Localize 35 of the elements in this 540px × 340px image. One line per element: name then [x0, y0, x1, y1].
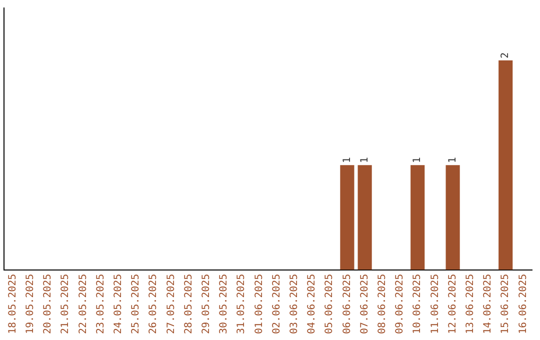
- x-tick-label: 24.05.2025: [112, 274, 124, 334]
- x-tick-label: 01.06.2025: [254, 274, 265, 334]
- x-tick-label: 28.05.2025: [183, 274, 194, 334]
- x-tick-label: 14.06.2025: [482, 274, 494, 334]
- data-label: 1: [447, 157, 458, 164]
- x-tick-label: 25.05.2025: [130, 274, 142, 334]
- x-tick-label: 08.06.2025: [376, 274, 388, 334]
- x-tick-label: 06.06.2025: [342, 274, 353, 334]
- data-label: 2: [500, 52, 512, 58]
- x-tick-label: 13.06.2025: [464, 274, 476, 334]
- x-tick-label: 10.06.2025: [412, 274, 424, 334]
- x-tick-label: 15.06.2025: [500, 274, 512, 334]
- data-label: 1: [412, 157, 424, 164]
- x-tick-label: 29.05.2025: [200, 274, 212, 334]
- x-tick-label: 22.05.2025: [78, 274, 89, 334]
- x-tick-label: 23.05.2025: [95, 274, 106, 334]
- x-tick-label: 03.06.2025: [288, 274, 300, 334]
- data-label: 1: [359, 157, 370, 164]
- x-tick-label: 21.05.2025: [60, 274, 72, 334]
- data-label: 1: [342, 157, 353, 164]
- x-tick-label: 11.06.2025: [430, 274, 441, 334]
- x-tick-label: 04.06.2025: [306, 274, 318, 334]
- x-tick-label: 20.05.2025: [42, 274, 54, 334]
- x-tick-label: 07.06.2025: [359, 274, 370, 334]
- x-tick-label: 02.06.2025: [271, 274, 282, 334]
- x-tick-label: 31.05.2025: [236, 274, 248, 334]
- x-tick-label: 30.05.2025: [218, 274, 230, 334]
- x-tick-label: 18.05.2025: [7, 274, 18, 334]
- x-tick-label: 26.05.2025: [148, 274, 160, 334]
- x-tick-label: 09.06.2025: [394, 274, 406, 334]
- x-tick-label: 05.06.2025: [324, 274, 336, 334]
- x-tick-label: 16.06.2025: [518, 274, 529, 334]
- x-tick-label: 12.06.2025: [447, 274, 458, 334]
- x-tick-label: 19.05.2025: [24, 274, 36, 334]
- x-tick-label: 27.05.2025: [166, 274, 177, 334]
